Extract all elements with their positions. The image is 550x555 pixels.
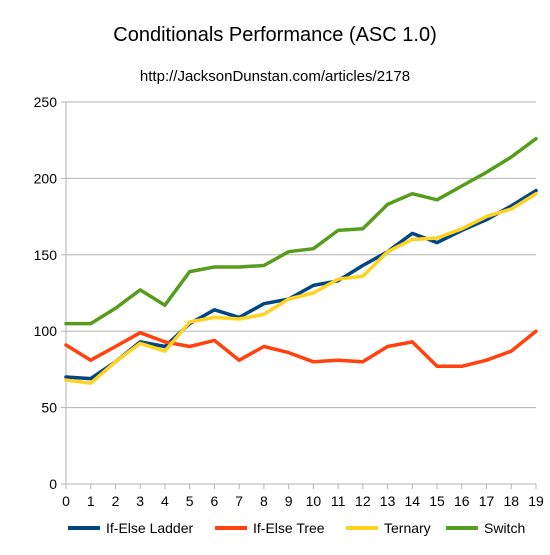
- x-tick-label: 16: [454, 493, 470, 509]
- x-tick-label: 6: [211, 493, 219, 509]
- x-tick-label: 10: [306, 493, 322, 509]
- x-tick-label: 18: [503, 493, 519, 509]
- grid-lines: [66, 101, 536, 409]
- y-tick-label: 0: [49, 476, 57, 492]
- series-line-if-else-tree: [64, 329, 538, 369]
- legend-label-if-else-ladder: If-Else Ladder: [106, 520, 193, 536]
- x-tick-label: 13: [380, 493, 396, 509]
- series-lines: [64, 136, 538, 385]
- y-tick-label: 100: [34, 323, 58, 339]
- series-line-if-else-ladder: [64, 188, 538, 381]
- x-tick-label: 1: [87, 493, 95, 509]
- x-tick-label: 5: [186, 493, 194, 509]
- series-line-switch: [64, 136, 538, 326]
- x-tick-label: 2: [112, 493, 120, 509]
- x-tick-label: 3: [136, 493, 144, 509]
- x-axis-ticks: 0 1 2 3 4 5 6 7 8 9 10 11 12 13 14 15 16 17 18 19: [62, 484, 544, 509]
- chart-subtitle: http://JacksonDunstan.com/articles/2178: [140, 68, 410, 85]
- x-tick-label: 7: [235, 493, 243, 509]
- x-tick-label: 19: [528, 493, 544, 509]
- y-axis-ticks: 0 50 100 150 200 250: [34, 94, 66, 492]
- x-tick-label: 11: [331, 493, 346, 509]
- x-tick-label: 17: [479, 493, 495, 509]
- y-tick-label: 200: [34, 170, 58, 186]
- legend-label-switch: Switch: [484, 520, 525, 536]
- x-tick-label: 4: [161, 493, 169, 509]
- x-tick-label: 12: [355, 493, 371, 509]
- chart-title: Conditionals Performance (ASC 1.0): [113, 24, 436, 46]
- y-tick-label: 250: [34, 94, 58, 110]
- x-tick-label: 14: [405, 493, 421, 509]
- plot-frame: [65, 102, 536, 485]
- y-tick-label: 150: [34, 247, 58, 263]
- legend-label-if-else-tree: If-Else Tree: [253, 520, 325, 536]
- legend-label-ternary: Ternary: [384, 520, 431, 536]
- x-tick-label: 8: [260, 493, 268, 509]
- x-tick-label: 0: [62, 493, 70, 509]
- x-tick-label: 9: [285, 493, 293, 509]
- x-tick-label: 15: [429, 493, 445, 509]
- y-tick-label: 50: [41, 400, 57, 416]
- legend: If-Else Ladder If-Else Tree Ternary Switch: [68, 520, 525, 536]
- series-line-ternary: [64, 191, 538, 385]
